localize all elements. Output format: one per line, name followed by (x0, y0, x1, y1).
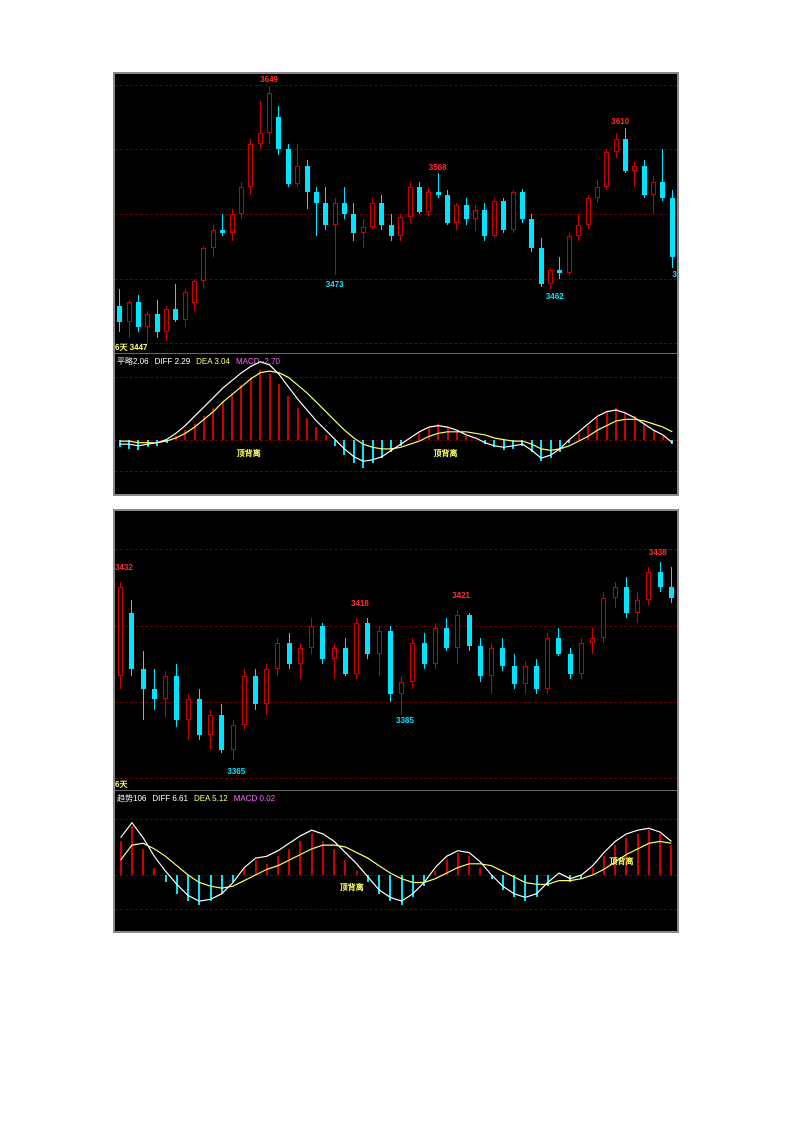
price-label: 3649 (260, 75, 278, 84)
macd-panel[interactable]: 平略2.06DIFF 2.29DEA 3.04MACD -2.70顶背离顶背离 (115, 354, 677, 494)
price-label: 3568 (429, 163, 447, 172)
stock-chart: 3649347335683462361034806天 3447平略2.06DIF… (113, 72, 679, 496)
macd-lines (115, 791, 677, 931)
price-label: 3385 (396, 716, 414, 725)
dea-line (121, 841, 672, 888)
price-panel[interactable]: 3432 3365 3418 3385 3421 3438 6天 (115, 511, 677, 791)
macd-lines (115, 354, 677, 494)
price-label: 3438 (649, 548, 667, 557)
price-gridline (115, 214, 677, 215)
macd-panel[interactable]: 趋势106DIFF 6.61DEA 5.12MACD 0.02顶背离顶背离 (115, 791, 677, 931)
price-label: 3473 (326, 280, 344, 289)
price-panel[interactable]: 3649 3473 3568 3462 3610 3480 6天 3447 (115, 74, 677, 354)
price-gridline (115, 343, 677, 344)
price-gridline (115, 549, 677, 550)
price-gridline (115, 85, 677, 86)
diff-line (121, 823, 672, 901)
price-gridline (115, 626, 677, 627)
price-label: 3462 (546, 292, 564, 301)
price-gridline (115, 778, 677, 779)
macd-label: 顶背离 (610, 856, 634, 867)
price-label: 6天 3447 (115, 342, 147, 353)
price-label: 3421 (452, 591, 470, 600)
price-label: 3432 (115, 563, 133, 572)
macd-label: 顶背离 (237, 448, 261, 459)
price-label: 3418 (351, 599, 369, 608)
price-label: 3480 (672, 270, 677, 279)
price-gridline (115, 149, 677, 150)
price-label: 3365 (227, 767, 245, 776)
macd-label: 顶背离 (340, 882, 364, 893)
dea-line (120, 371, 673, 450)
price-label: 6天 (115, 779, 127, 790)
price-label: 3610 (611, 117, 629, 126)
price-gridline (115, 279, 677, 280)
macd-label: 顶背离 (433, 448, 457, 459)
stock-chart: 3432336534183385342134386天趋势106DIFF 6.61… (113, 509, 679, 933)
diff-line (120, 362, 673, 462)
